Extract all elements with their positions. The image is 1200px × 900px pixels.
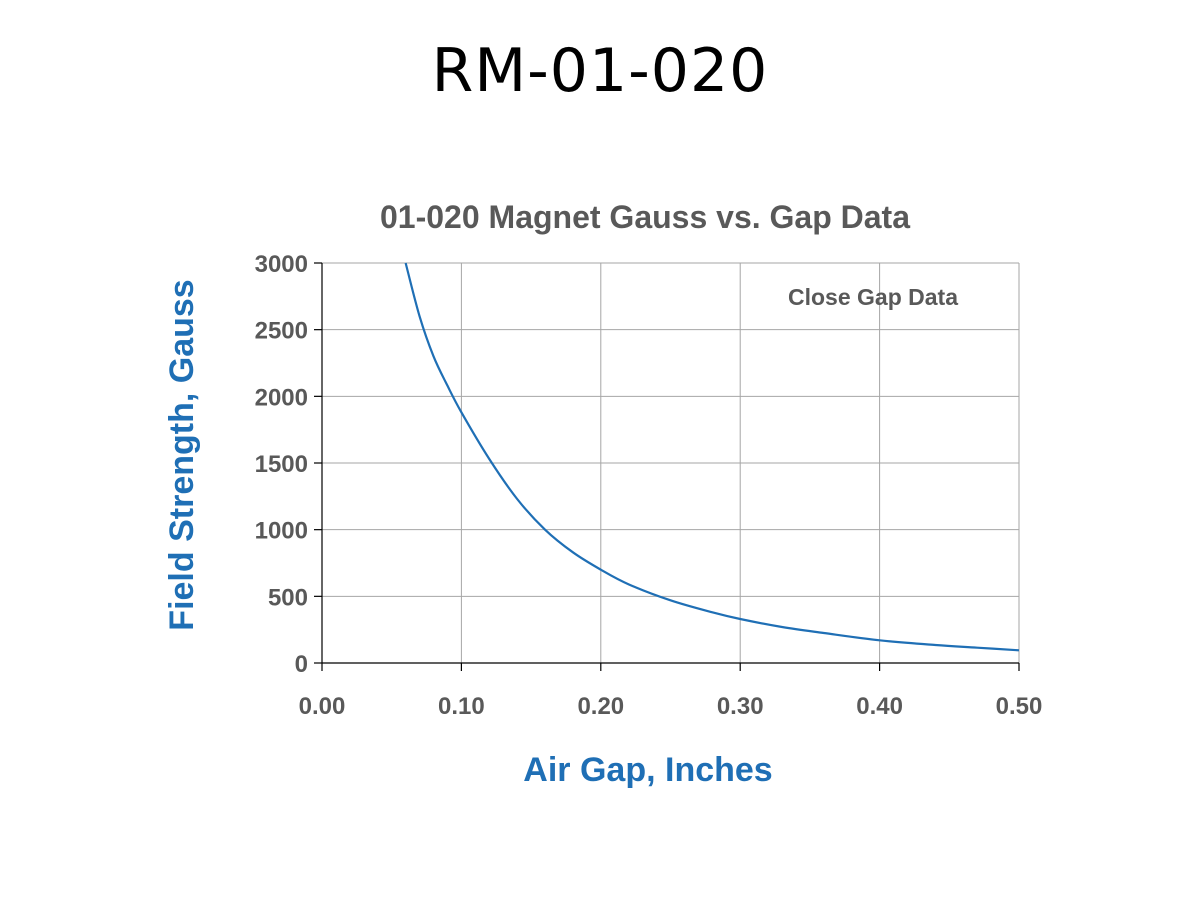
x-tick-label: 0.40 bbox=[856, 693, 903, 720]
x-axis-label: Air Gap, Inches bbox=[523, 751, 772, 789]
y-tick-label: 2500 bbox=[255, 318, 308, 345]
y-axis-label: Field Strength, Gauss bbox=[163, 279, 201, 630]
y-tick-label: 0 bbox=[295, 651, 308, 678]
x-tick-label: 0.10 bbox=[438, 693, 485, 720]
series-line bbox=[404, 262, 1020, 652]
y-tick-label: 1000 bbox=[255, 518, 308, 545]
x-tick-label: 0.00 bbox=[299, 693, 346, 720]
x-tick-label: 0.50 bbox=[996, 693, 1043, 720]
x-tick-labels: 0.00 0.10 0.20 0.30 0.40 0.50 bbox=[299, 693, 1043, 720]
gridlines bbox=[322, 262, 1020, 663]
x-tick-label: 0.30 bbox=[717, 693, 764, 720]
axes bbox=[314, 262, 1020, 671]
y-tick-label: 2000 bbox=[255, 384, 308, 411]
y-tick-labels: 0 500 1000 1500 2000 2500 3000 bbox=[255, 251, 308, 678]
page-title: RM-01-020 bbox=[431, 36, 769, 106]
chart-title: 01-020 Magnet Gauss vs. Gap Data bbox=[380, 199, 910, 235]
y-tick-label: 500 bbox=[268, 584, 308, 611]
chart-annotation: Close Gap Data bbox=[788, 284, 958, 310]
x-tick-label: 0.20 bbox=[577, 693, 624, 720]
y-tick-label: 1500 bbox=[255, 451, 308, 478]
series-group bbox=[404, 262, 1020, 652]
y-tick-label: 3000 bbox=[255, 251, 308, 278]
